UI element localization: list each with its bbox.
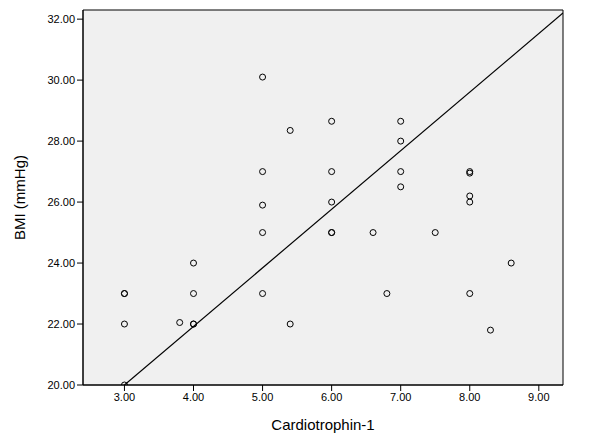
svg-text:30.00: 30.00 [47,74,75,86]
svg-text:BMI (mmHg): BMI (mmHg) [11,155,28,240]
svg-text:20.00: 20.00 [47,379,75,391]
svg-text:4.00: 4.00 [183,391,204,403]
svg-text:5.00: 5.00 [252,391,273,403]
svg-text:28.00: 28.00 [47,135,75,147]
svg-text:6.00: 6.00 [321,391,342,403]
svg-text:Cardiotrophin-1: Cardiotrophin-1 [271,416,374,433]
svg-text:24.00: 24.00 [47,257,75,269]
svg-text:22.00: 22.00 [47,318,75,330]
svg-text:32.00: 32.00 [47,13,75,25]
svg-text:3.00: 3.00 [114,391,135,403]
svg-text:8.00: 8.00 [459,391,480,403]
svg-text:7.00: 7.00 [390,391,411,403]
svg-text:9.00: 9.00 [528,391,549,403]
svg-text:26.00: 26.00 [47,196,75,208]
